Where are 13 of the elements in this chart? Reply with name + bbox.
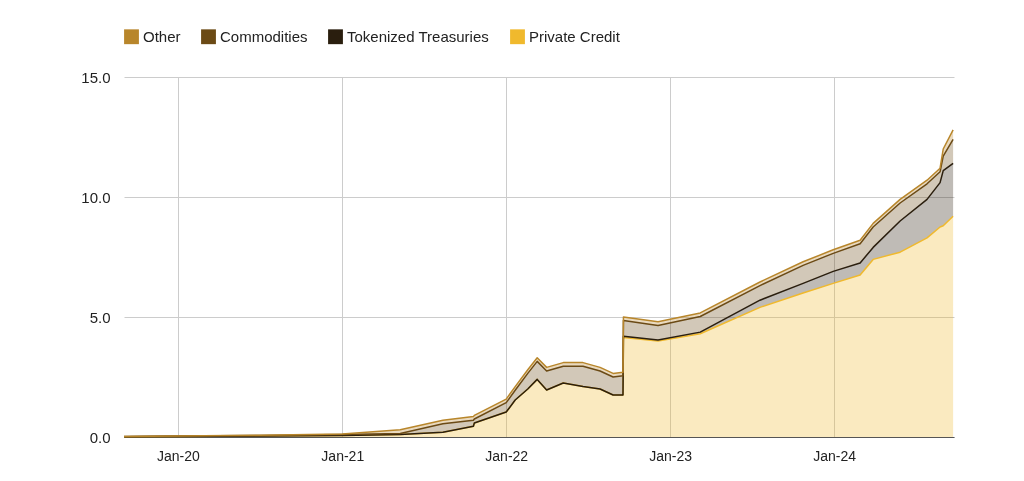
legend-label: Other — [143, 27, 181, 45]
y-tick-label: 5.0 — [89, 308, 111, 326]
x-tick-label: Jan-24 — [813, 447, 857, 464]
x-tick-label: Jan-21 — [321, 447, 365, 464]
y-tick-label: 0.0 — [89, 428, 111, 446]
x-tick-label: Jan-22 — [485, 447, 529, 464]
legend-label: Private Credit — [529, 27, 621, 45]
y-tick-label: 10.0 — [81, 188, 111, 206]
y-tick-label: 15.0 — [81, 68, 111, 86]
x-tick-label: Jan-23 — [649, 447, 693, 464]
legend-label: Commodities — [220, 27, 308, 45]
legend-label: Tokenized Treasuries — [347, 27, 489, 45]
x-tick-label: Jan-20 — [156, 447, 201, 464]
